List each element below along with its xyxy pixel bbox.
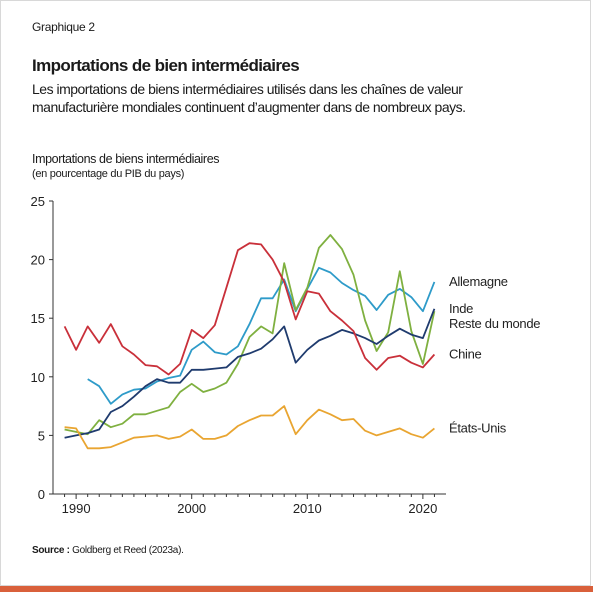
series-line-etats-unis bbox=[64, 405, 435, 450]
chart-title: Importations de bien intermédiaires bbox=[32, 56, 300, 75]
y-axis-title: Importations de biens intermédiaires bbox=[32, 152, 220, 166]
y-tick-label: 5 bbox=[38, 428, 45, 443]
series-line-reste-du-monde bbox=[64, 234, 436, 436]
series-label-chine: Chine bbox=[449, 347, 482, 362]
y-tick-label: 10 bbox=[31, 370, 45, 385]
subtitle-line-2: manufacturière mondiales continuent d’au… bbox=[32, 99, 466, 115]
bottom-accent-bar bbox=[0, 586, 593, 592]
source-text: Goldberg et Reed (2023a). bbox=[72, 545, 184, 556]
series-label-inde: Inde bbox=[449, 301, 473, 316]
x-tick-label: 2020 bbox=[408, 501, 437, 516]
series-line-allemagne bbox=[87, 266, 436, 405]
series-label-allemagne: Allemagne bbox=[449, 274, 508, 289]
x-tick-label: 2000 bbox=[177, 501, 206, 516]
y-axis-unit: (en pourcentage du PIB du pays) bbox=[32, 168, 185, 180]
series-label-etats-unis: États-Unis bbox=[449, 420, 507, 435]
subtitle-line-1: Les importations de biens intermédiaires… bbox=[32, 81, 463, 97]
chart-subtitle: Les importations de biens intermédiaires… bbox=[32, 80, 466, 116]
y-tick-label: 0 bbox=[38, 487, 45, 502]
graph-number: Graphique 2 bbox=[32, 20, 95, 34]
series-line-chine bbox=[63, 242, 436, 376]
x-tick-label: 2010 bbox=[293, 501, 322, 516]
series-label-reste-du-monde: Reste du monde bbox=[449, 316, 540, 331]
series-line-inde bbox=[64, 308, 436, 439]
source-label: Source : bbox=[32, 545, 70, 556]
y-tick-label: 15 bbox=[31, 311, 45, 326]
y-tick-label: 20 bbox=[31, 253, 45, 268]
source-note: Source : Goldberg et Reed (2023a). bbox=[32, 545, 184, 556]
y-tick-label: 25 bbox=[31, 194, 45, 209]
x-tick-label: 1990 bbox=[62, 501, 91, 516]
